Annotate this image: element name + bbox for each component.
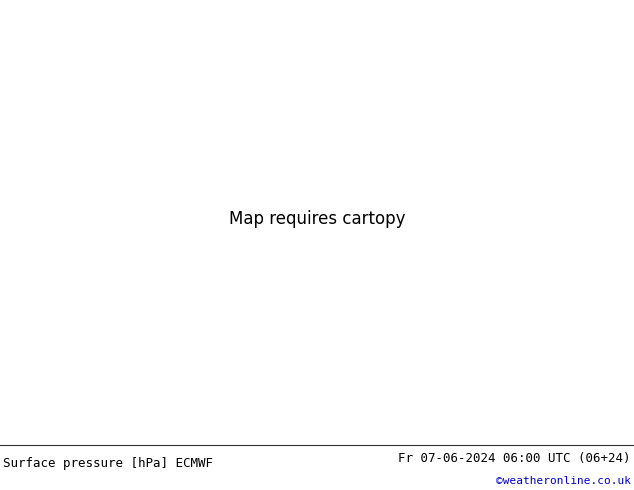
Text: Fr 07-06-2024 06:00 UTC (06+24): Fr 07-06-2024 06:00 UTC (06+24) xyxy=(398,452,631,465)
Text: Map requires cartopy: Map requires cartopy xyxy=(229,210,405,228)
Text: Surface pressure [hPa] ECMWF: Surface pressure [hPa] ECMWF xyxy=(3,457,213,470)
Text: ©weatheronline.co.uk: ©weatheronline.co.uk xyxy=(496,476,631,486)
